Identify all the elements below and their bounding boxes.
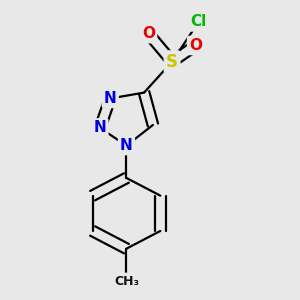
Text: Cl: Cl — [190, 14, 207, 29]
Text: N: N — [94, 120, 106, 135]
Text: O: O — [189, 38, 202, 53]
Text: S: S — [166, 53, 178, 71]
Text: N: N — [104, 91, 117, 106]
Text: N: N — [120, 138, 133, 153]
Text: O: O — [142, 26, 155, 41]
Text: CH₃: CH₃ — [114, 274, 139, 287]
